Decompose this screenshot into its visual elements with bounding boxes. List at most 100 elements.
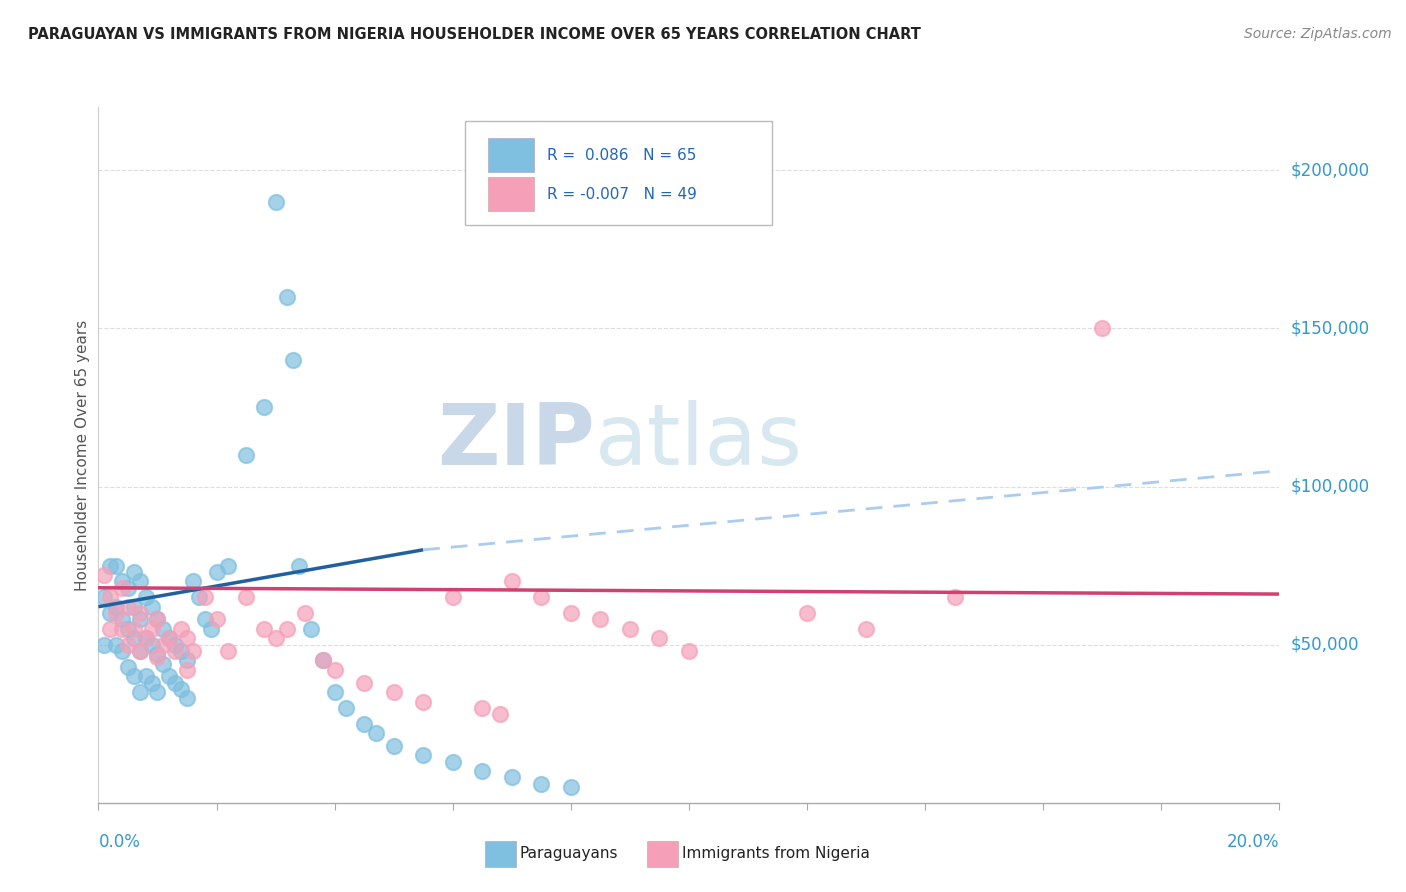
Point [323, 685, 346, 699]
Point [235, 591, 257, 605]
Point [441, 591, 464, 605]
Point [176, 691, 198, 706]
Text: $100,000: $100,000 [1291, 477, 1369, 496]
Point [200, 622, 222, 636]
Point [146, 685, 169, 699]
Point [111, 574, 134, 589]
Point [117, 622, 139, 636]
Point [165, 675, 187, 690]
Point [105, 638, 128, 652]
Text: R = -0.007   N = 49: R = -0.007 N = 49 [547, 187, 697, 202]
Point [170, 622, 193, 636]
Point [264, 194, 287, 209]
Point [98, 591, 121, 605]
Point [111, 612, 134, 626]
Point [135, 591, 157, 605]
Point [128, 606, 150, 620]
Point [122, 565, 145, 579]
FancyBboxPatch shape [488, 138, 534, 172]
Point [181, 644, 204, 658]
Point [194, 591, 217, 605]
Point [157, 632, 180, 646]
Text: 0.0%: 0.0% [98, 833, 141, 851]
Point [128, 644, 150, 658]
Point [264, 632, 287, 646]
Point [412, 695, 434, 709]
Point [205, 612, 228, 626]
Point [152, 622, 174, 636]
Point [128, 574, 150, 589]
Point [128, 644, 150, 658]
FancyBboxPatch shape [488, 178, 534, 211]
Point [560, 606, 582, 620]
Point [128, 612, 150, 626]
Point [170, 644, 193, 658]
Point [105, 606, 128, 620]
Point [648, 632, 671, 646]
Point [135, 669, 157, 683]
Point [122, 599, 145, 614]
Point [122, 669, 145, 683]
Point [560, 780, 582, 794]
Point [312, 653, 335, 667]
Text: 20.0%: 20.0% [1227, 833, 1279, 851]
Point [170, 681, 193, 696]
Point [93, 568, 115, 582]
Point [135, 632, 157, 646]
Point [187, 591, 209, 605]
Point [353, 675, 375, 690]
Point [157, 669, 180, 683]
Point [146, 612, 169, 626]
Point [299, 622, 322, 636]
Text: Immigrants from Nigeria: Immigrants from Nigeria [682, 847, 870, 861]
Point [93, 638, 115, 652]
Point [943, 591, 966, 605]
Point [283, 353, 305, 368]
Point [276, 290, 298, 304]
Text: PARAGUAYAN VS IMMIGRANTS FROM NIGERIA HOUSEHOLDER INCOME OVER 65 YEARS CORRELATI: PARAGUAYAN VS IMMIGRANTS FROM NIGERIA HO… [28, 27, 921, 42]
Point [471, 701, 494, 715]
Point [117, 660, 139, 674]
Text: $200,000: $200,000 [1291, 161, 1369, 179]
Point [111, 581, 134, 595]
Point [530, 591, 553, 605]
Point [165, 644, 187, 658]
Point [152, 638, 174, 652]
Point [135, 632, 157, 646]
Point [111, 622, 134, 636]
Point [194, 612, 217, 626]
Point [530, 777, 553, 791]
Point [253, 401, 276, 415]
Point [141, 638, 163, 652]
Point [98, 606, 121, 620]
Point [176, 663, 198, 677]
Point [353, 716, 375, 731]
Point [501, 574, 523, 589]
Text: Paraguayans: Paraguayans [519, 847, 617, 861]
Point [294, 606, 316, 620]
Y-axis label: Householder Income Over 65 years: Householder Income Over 65 years [75, 319, 90, 591]
Point [205, 565, 228, 579]
Point [253, 622, 276, 636]
Point [796, 606, 818, 620]
Point [146, 612, 169, 626]
Point [323, 663, 346, 677]
Point [471, 764, 494, 779]
Point [217, 558, 239, 573]
Point [128, 685, 150, 699]
Point [589, 612, 612, 626]
Point [122, 632, 145, 646]
Point [117, 638, 139, 652]
Point [176, 632, 198, 646]
Text: atlas: atlas [595, 400, 803, 483]
Point [152, 657, 174, 671]
Point [678, 644, 700, 658]
Text: Source: ZipAtlas.com: Source: ZipAtlas.com [1244, 27, 1392, 41]
Point [501, 771, 523, 785]
Point [117, 599, 139, 614]
Point [141, 622, 163, 636]
Point [1091, 321, 1114, 335]
Point [117, 581, 139, 595]
Point [364, 726, 387, 740]
Point [312, 653, 335, 667]
